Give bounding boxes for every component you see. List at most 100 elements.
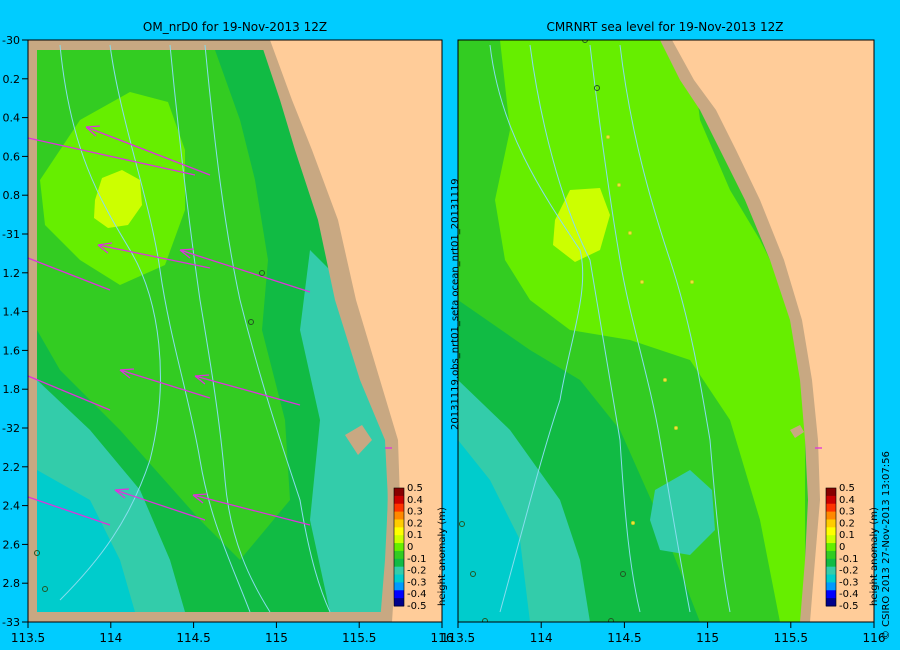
- colorbar-swatch: [394, 527, 404, 536]
- colorbar-swatch: [826, 519, 836, 528]
- colorbar-swatch: [394, 598, 404, 607]
- colorbar-label: -0.2: [407, 566, 427, 577]
- colorbar-swatch: [826, 582, 836, 591]
- vector-arrow: [114, 488, 206, 521]
- obs-marker: [42, 586, 48, 592]
- obs-marker: [259, 270, 265, 276]
- y-tick-label: 0.2: [3, 73, 21, 86]
- vector-arrow: [28, 257, 111, 291]
- obs-marker: [608, 618, 614, 622]
- right-map-border: [457, 39, 875, 623]
- colorbar-label: -0.4: [407, 589, 427, 600]
- right-map-panel: CMRNRT sea level for 19-Nov-2013 12Z 113…: [441, 20, 886, 645]
- colorbar-label: 0.3: [839, 507, 855, 518]
- right-side-label: © CSIRO 2013 27-Nov-2013 13:07:56: [881, 451, 892, 640]
- y-tick-label: -30: [2, 34, 20, 47]
- left-field-cyan-sw: [37, 470, 135, 612]
- colorbar-swatch: [394, 488, 404, 497]
- x-tick-label: 113.5: [441, 631, 475, 645]
- x-tick-label: 113.5: [11, 631, 45, 645]
- left-map-border: [27, 39, 443, 623]
- y-tick-label: 1.4: [3, 306, 21, 319]
- colorbar-label: 0.4: [839, 495, 855, 506]
- colorbar-label: 0: [407, 542, 413, 553]
- obs-marker: [34, 550, 40, 556]
- obs-marker: [582, 40, 588, 43]
- colorbar-swatch: [394, 519, 404, 528]
- y-tick-label: 1.2: [3, 267, 21, 280]
- right-colorbar: 0.50.40.30.20.10-0.1-0.2-0.3-0.4-0.5 heig…: [825, 483, 880, 612]
- colorbar-swatch: [394, 543, 404, 552]
- colorbar-swatch: [394, 495, 404, 505]
- left-land: [270, 40, 442, 622]
- right-obs-markers: [459, 40, 626, 622]
- colorbar-swatch: [394, 558, 404, 568]
- left-field-yellow-green: [94, 170, 142, 228]
- obs-point: [617, 183, 621, 187]
- colorbar-label: -0.2: [839, 566, 859, 577]
- colorbar-label: -0.1: [839, 554, 859, 565]
- colorbar-label: 0: [839, 542, 845, 553]
- colorbar-label: 0.2: [839, 518, 855, 529]
- left-obs-markers: [34, 270, 265, 592]
- x-tick-label: 116: [431, 631, 454, 645]
- colorbar-label: -0.5: [407, 601, 427, 612]
- obs-marker: [459, 521, 465, 527]
- obs-point: [631, 521, 635, 525]
- colorbar-swatch: [826, 566, 836, 576]
- colorbar-swatch: [826, 558, 836, 568]
- obs-marker: [470, 571, 476, 577]
- vector-arrow: [28, 496, 111, 526]
- left-map-panel: OM_nrD0 for 19-Nov-2013 12Z -30 0.2 0.4 0.6…: [2, 20, 453, 645]
- obs-point: [628, 231, 632, 235]
- obs-point: [674, 426, 678, 430]
- left-isobaths: [59, 44, 331, 613]
- colorbar-swatch: [394, 590, 404, 599]
- colorbar-label: -0.3: [839, 577, 859, 588]
- colorbar-border: [393, 487, 405, 607]
- colorbar-swatch: [394, 511, 404, 520]
- colorbar-label: -0.1: [407, 554, 427, 565]
- x-tick-label: 114: [530, 631, 553, 645]
- right-island: [790, 425, 804, 438]
- colorbar-swatch: [394, 582, 404, 591]
- x-tick-label: 115: [696, 631, 719, 645]
- right-isobaths: [489, 44, 731, 613]
- right-field-light-green: [495, 40, 805, 622]
- colorbar-swatch: [826, 543, 836, 552]
- left-y-axis: -30 0.2 0.4 0.6 0.8 -31 1.2 1.4 1.6 1.8 -32 2.2 2.4 2…: [2, 34, 28, 629]
- colorbar-label: 0.2: [407, 518, 423, 529]
- colorbar-label: 0.4: [407, 495, 423, 506]
- left-x-axis: 113.5 114 114.5 115 115.5 116: [11, 622, 454, 645]
- colorbar-swatch: [826, 527, 836, 536]
- colorbar-swatch: [826, 495, 836, 505]
- y-tick-label: -32: [2, 422, 20, 435]
- x-tick-label: 116: [863, 631, 886, 645]
- y-tick-label: 0.8: [3, 189, 21, 202]
- left-colorbar: 0.50.40.30.20.10-0.1-0.2-0.3-0.4-0.5 heig…: [393, 483, 448, 612]
- middle-side-label: 20131119.obs_nrt01_seta ocean_nrt01_2013…: [450, 178, 461, 430]
- obs-point: [640, 280, 644, 284]
- vector-arrow: [97, 242, 211, 269]
- colorbar-swatch: [394, 566, 404, 576]
- y-tick-label: 1.6: [3, 344, 21, 357]
- right-panel-title: CMRNRT sea level for 19-Nov-2013 12Z: [547, 20, 784, 34]
- colorbar-label: 0.5: [839, 483, 855, 494]
- y-tick-label: 0.6: [3, 150, 21, 163]
- x-tick-label: 115.5: [774, 631, 808, 645]
- y-tick-label: -33: [2, 616, 20, 629]
- colorbar-swatch: [826, 550, 836, 560]
- y-tick-label: 2.2: [3, 461, 21, 474]
- vector-arrow: [28, 375, 111, 411]
- colorbar-swatch: [826, 488, 836, 497]
- y-tick-label: 2.4: [3, 500, 21, 513]
- colorbar-swatch: [826, 511, 836, 520]
- obs-point: [606, 135, 610, 139]
- obs-point: [663, 378, 667, 382]
- right-obs-points: [606, 135, 694, 525]
- colorbar-label: -0.5: [839, 601, 859, 612]
- colorbar-swatch: [394, 574, 404, 583]
- colorbar-swatch: [394, 550, 404, 560]
- y-tick-label: 0.4: [3, 112, 21, 125]
